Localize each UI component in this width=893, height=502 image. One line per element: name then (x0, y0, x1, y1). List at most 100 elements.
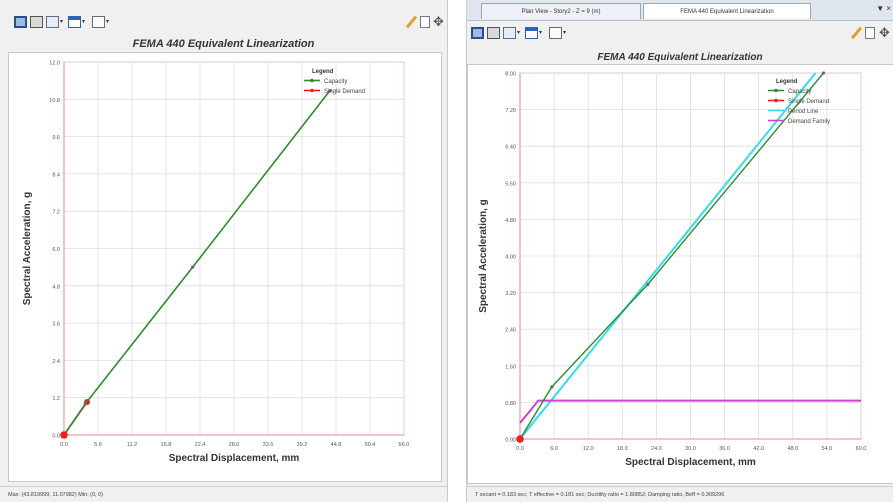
left-status-text: Max: (43.819999, 11.07982) Min: (0, 0) (0, 486, 447, 502)
x-tick-label: 60.0 (856, 446, 867, 452)
origin-point-marker (516, 435, 524, 443)
legend-title: Legend (312, 69, 334, 75)
legend-label: Period Line (788, 109, 819, 115)
pencil-icon[interactable] (405, 15, 418, 29)
left-chart: 0.0 5.6 11.2 16.8 22.4 28.0 33.6 39.2 44.8 50.4 56… (22, 61, 410, 465)
legend-swatch-marker (774, 88, 778, 93)
save-icon[interactable] (471, 27, 484, 39)
x-tick-label: 36.0 (719, 446, 730, 452)
y-tick-label: 7.2 (52, 210, 60, 216)
y-tick-label: 8.00 (505, 72, 516, 78)
capacity-point-marker (646, 282, 650, 286)
x-tick-label: 5.6 (94, 442, 102, 448)
y-tick-label: 1.2 (52, 396, 60, 402)
y-tick-label: 1.60 (505, 364, 516, 370)
right-toolbar: ▾ ▾ ▾ ✥ (467, 24, 893, 44)
y-axis-title: Spectral Acceleration, g (22, 192, 33, 306)
x-tick-label: 33.6 (263, 442, 274, 448)
document-icon[interactable] (865, 27, 875, 39)
x-axis-title: Spectral Displacement, mm (625, 457, 756, 468)
copy-image-icon[interactable] (503, 27, 516, 39)
legend-swatch-marker (310, 78, 314, 83)
move-icon[interactable]: ✥ (879, 25, 890, 40)
x-tick-label: 18.0 (617, 446, 628, 452)
tab-strip: Plan View - Story2 - Z = 9 (m) FEMA 440 … (467, 0, 893, 21)
file-caret-icon[interactable]: ▾ (106, 19, 110, 25)
y-tick-label: 7.20 (505, 108, 516, 114)
left-chart-title: FEMA 440 Equivalent Linearization (132, 38, 315, 50)
pencil-icon[interactable] (850, 26, 863, 40)
x-tick-label: 0.0 (60, 442, 68, 448)
y-tick-label: 0.00 (505, 438, 516, 444)
right-chart-frame: 0.0 6.0 12.0 18.0 24.0 30.0 36.0 42.0 48.0 54.0 60… (467, 64, 893, 484)
x-tick-label: 11.2 (127, 442, 137, 448)
x-tick-label: 6.0 (550, 446, 558, 452)
x-tick-label: 42.0 (753, 446, 764, 452)
x-tick-label: 48.0 (787, 446, 798, 452)
y-tick-label: 10.8 (49, 98, 60, 104)
y-tick-label: 3.6 (52, 322, 60, 328)
window-caret-icon[interactable]: ▾ (82, 19, 86, 25)
right-chart-title: FEMA 440 Equivalent Linearization (597, 52, 763, 63)
series-line-period-line (519, 72, 817, 440)
file-icon[interactable] (92, 16, 105, 28)
x-tick-label: 56.0 (399, 442, 410, 448)
right-chart: 0.0 6.0 12.0 18.0 24.0 30.0 36.0 42.0 48.0 54.0 60… (478, 71, 867, 468)
y-tick-label: 2.4 (52, 359, 60, 365)
capacity-point-marker (328, 88, 332, 93)
legend-swatch-marker (310, 88, 314, 93)
y-tick-label: 4.8 (52, 284, 60, 290)
y-tick-label: 4.00 (505, 255, 516, 261)
copy-caret-icon[interactable]: ▾ (517, 30, 521, 36)
series-line-demand-family (519, 399, 861, 424)
x-tick-label: 30.0 (685, 446, 696, 452)
tab-menu-icon[interactable]: ▼ × (876, 4, 891, 13)
capacity-point-marker (83, 402, 87, 406)
legend-label: Capacity (324, 79, 347, 85)
window-icon[interactable] (68, 16, 81, 28)
copy-image-icon[interactable] (46, 16, 59, 28)
copy-caret-icon[interactable]: ▾ (60, 19, 64, 25)
tab-plan-view[interactable]: Plan View - Story2 - Z = 9 (m) (481, 3, 641, 19)
print-icon[interactable] (30, 16, 43, 28)
x-axis-title: Spectral Displacement, mm (169, 453, 300, 464)
left-panel: ▾ ▾ ▾ ✥ FEMA 440 Equivalent Linearizatio… (0, 0, 448, 502)
x-tick-label: 0.0 (516, 446, 524, 452)
x-tick-label: 12.0 (583, 446, 594, 452)
x-tick-label: 44.8 (331, 442, 342, 448)
left-chart-frame: 0.0 5.6 11.2 16.8 22.4 28.0 33.6 39.2 44.8 50.4 56… (8, 52, 442, 482)
y-tick-label: 8.4 (52, 172, 60, 178)
y-tick-label: 2.40 (505, 328, 516, 334)
legend-swatch-marker (774, 98, 778, 103)
tab-fema-440[interactable]: FEMA 440 Equivalent Linearization (643, 3, 811, 19)
file-icon[interactable] (549, 27, 562, 39)
x-tick-label: 54.0 (822, 446, 833, 452)
legend-title: Legend (776, 79, 798, 85)
right-status-text: T secant = 0.183 sec; T effective = 0.18… (467, 486, 893, 502)
y-tick-label: 3.20 (505, 291, 516, 297)
move-icon[interactable]: ✥ (433, 14, 444, 29)
capacity-point-marker (821, 71, 826, 75)
save-icon[interactable] (14, 16, 27, 28)
y-tick-label: 9.6 (52, 135, 60, 141)
left-toolbar: ▾ ▾ ▾ ✥ (0, 13, 447, 33)
right-panel: Plan View - Story2 - Z = 9 (m) FEMA 440 … (466, 0, 893, 502)
x-tick-label: 39.2 (297, 442, 308, 448)
origin-point-marker (60, 431, 68, 439)
legend-label: Demand Family (788, 119, 830, 125)
file-caret-icon[interactable]: ▾ (563, 30, 567, 36)
window-caret-icon[interactable]: ▾ (539, 30, 543, 36)
print-icon[interactable] (487, 27, 500, 39)
y-tick-label: 4.80 (505, 218, 516, 224)
y-axis-title: Spectral Acceleration, g (478, 199, 489, 313)
x-tick-label: 28.0 (229, 442, 240, 448)
document-icon[interactable] (420, 16, 430, 28)
x-tick-label: 50.4 (365, 442, 376, 448)
window-icon[interactable] (525, 27, 538, 39)
x-tick-label: 22.4 (195, 442, 206, 448)
capacity-point-marker (191, 265, 195, 269)
y-tick-label: 6.0 (52, 247, 60, 253)
y-tick-label: 5.60 (505, 181, 516, 187)
x-tick-label: 24.0 (651, 446, 662, 452)
y-tick-label: 0.0 (52, 434, 60, 440)
